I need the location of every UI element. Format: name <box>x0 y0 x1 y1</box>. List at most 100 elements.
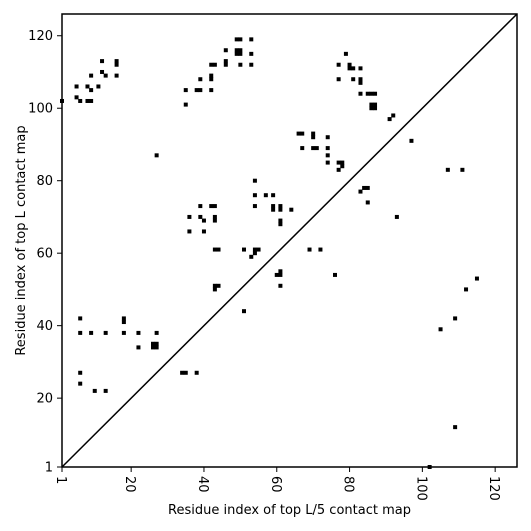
y-axis-title: Residue index of top L contact map <box>14 125 29 355</box>
contact-point <box>464 287 469 292</box>
contact-point <box>103 388 108 393</box>
y-tick-label: 80 <box>36 174 53 189</box>
x-tick-label: 60 <box>268 476 283 493</box>
contact-point <box>223 59 228 64</box>
contact-point <box>198 214 203 219</box>
contact-point <box>369 106 374 111</box>
contact-point <box>154 153 159 158</box>
contact-point <box>278 204 283 209</box>
contact-point <box>373 91 378 96</box>
contact-point <box>242 247 246 252</box>
contact-point <box>74 84 79 89</box>
contact-point <box>212 214 217 219</box>
contact-point <box>438 327 443 332</box>
contact-point <box>278 272 283 277</box>
contact-point <box>351 77 356 82</box>
contact-point <box>209 88 214 93</box>
contact-point <box>373 106 378 111</box>
contact-point <box>212 218 217 223</box>
contact-point <box>391 113 396 118</box>
contact-point <box>325 146 330 151</box>
contact-point <box>212 247 217 252</box>
contact-point <box>187 229 192 234</box>
contact-point <box>114 73 119 78</box>
contact-point <box>373 102 378 107</box>
contact-point <box>238 51 243 56</box>
y-tick-label: 40 <box>36 319 53 334</box>
contact-point <box>121 316 126 321</box>
contact-point <box>300 146 305 151</box>
contact-point <box>234 48 239 53</box>
contact-point <box>336 77 341 82</box>
plot-frame <box>61 13 518 468</box>
contact-point <box>89 88 94 93</box>
y-tick-label: 120 <box>28 29 53 44</box>
contact-point <box>234 37 239 42</box>
contact-point <box>238 62 243 67</box>
contact-point <box>187 214 192 219</box>
contact-point <box>198 88 203 93</box>
contact-point <box>274 272 279 277</box>
contact-point <box>278 207 283 212</box>
contact-point <box>333 272 337 277</box>
contact-point <box>358 189 363 194</box>
y-tick-label: 20 <box>36 392 53 407</box>
contact-point <box>369 102 374 107</box>
contact-point <box>223 62 228 67</box>
contact-point <box>121 320 126 325</box>
contact-point <box>387 117 392 122</box>
contact-point <box>347 62 352 67</box>
contact-point <box>216 247 221 252</box>
contact-point <box>369 91 374 96</box>
contact-point <box>347 66 352 71</box>
contact-point <box>249 37 254 42</box>
contact-point <box>358 66 363 71</box>
contact-point <box>183 370 188 375</box>
contact-point <box>151 341 155 346</box>
contact-point <box>311 146 316 151</box>
x-tick-label: 20 <box>122 476 137 493</box>
x-tick-label: 120 <box>486 476 501 501</box>
contact-point <box>85 98 90 103</box>
contact-point <box>180 370 185 375</box>
contact-point <box>209 73 214 78</box>
contact-point <box>103 330 108 335</box>
contact-point <box>365 185 370 190</box>
contact-point <box>74 95 79 100</box>
contact-point <box>212 204 217 209</box>
contact-point <box>114 59 119 64</box>
contact-point <box>351 66 356 71</box>
contact-point <box>409 138 414 143</box>
x-axis-title: Residue index of top L/5 contact map <box>168 503 411 518</box>
contact-point <box>212 62 217 67</box>
contact-point <box>238 48 243 53</box>
contact-point <box>201 229 206 234</box>
contact-point <box>194 88 199 93</box>
contact-point <box>136 345 141 350</box>
contact-point <box>154 345 159 350</box>
contact-point <box>336 62 341 67</box>
contact-point <box>278 218 283 223</box>
contact-point <box>453 316 458 321</box>
contact-point <box>223 48 228 53</box>
contact-point <box>85 84 90 89</box>
contact-point <box>78 316 83 321</box>
contact-point <box>394 214 399 219</box>
contact-point <box>151 345 155 350</box>
x-tick-label: 80 <box>341 476 356 493</box>
contact-point <box>238 37 243 42</box>
contact-point <box>89 98 94 103</box>
contact-point <box>216 283 221 288</box>
contact-point <box>325 153 330 158</box>
contact-point <box>300 131 305 136</box>
contact-point <box>103 73 108 78</box>
contact-point <box>252 193 257 198</box>
contact-point <box>325 135 330 140</box>
contact-point <box>340 164 345 169</box>
contact-point <box>78 370 83 375</box>
x-axis-ticks: 1 20 40 60 80 100 120 <box>53 467 501 501</box>
contact-point <box>271 204 276 209</box>
contact-point <box>209 204 214 209</box>
contact-point <box>256 247 261 252</box>
contact-point <box>209 77 214 82</box>
